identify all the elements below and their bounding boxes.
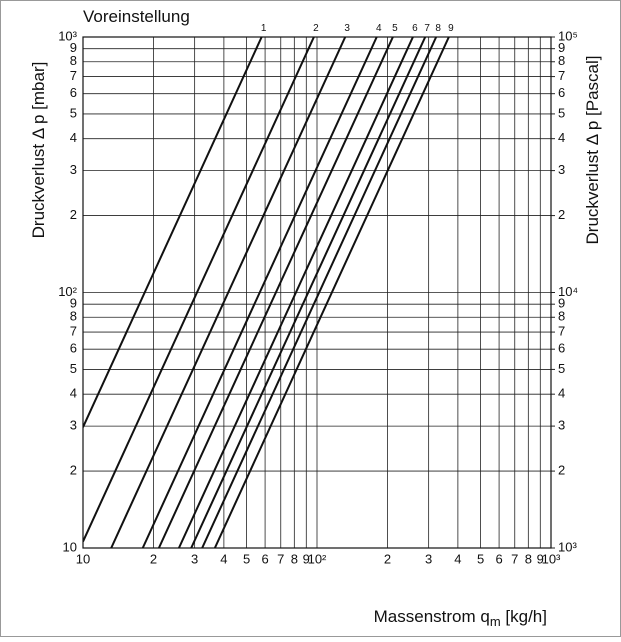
series-line bbox=[178, 37, 414, 548]
y-tick-label: 3 bbox=[70, 162, 77, 177]
y-tick-label: 4 bbox=[70, 386, 77, 401]
series-label: 3 bbox=[344, 23, 350, 34]
y-tick-label: 8 bbox=[70, 53, 77, 68]
x-tick-label: 6 bbox=[261, 551, 268, 566]
y2-axis-label: Druckverlust Δ p [Pascal] bbox=[583, 56, 602, 245]
series-label: 5 bbox=[392, 23, 398, 34]
x-tick-label: 5 bbox=[477, 551, 484, 566]
y2-tick-label: 6 bbox=[558, 341, 565, 356]
y2-tick-label: 5 bbox=[558, 361, 565, 376]
series-label: 2 bbox=[313, 23, 319, 34]
y2-tick-label: 3 bbox=[558, 162, 565, 177]
y2-tick-label: 3 bbox=[558, 418, 565, 433]
series-line bbox=[201, 37, 438, 548]
x-tick-label: 10 bbox=[76, 551, 90, 566]
x-tick-label: 7 bbox=[277, 551, 284, 566]
y2-tick-label: 6 bbox=[558, 85, 565, 100]
y2-tick-label: 10⁴ bbox=[558, 284, 578, 299]
y2-tick-label: 7 bbox=[558, 68, 565, 83]
y2-tick-label: 4 bbox=[558, 386, 565, 401]
series-line bbox=[213, 37, 450, 548]
y-tick-label: 5 bbox=[70, 105, 77, 120]
y-tick-label: 7 bbox=[70, 324, 77, 339]
series-label: 8 bbox=[435, 23, 441, 34]
series-label: 9 bbox=[448, 23, 454, 34]
y2-tick-label: 7 bbox=[558, 324, 565, 339]
x-tick-label: 10³ bbox=[542, 551, 561, 566]
x-tick-label: 4 bbox=[220, 551, 227, 566]
series-line bbox=[190, 37, 427, 548]
y-tick-label: 8 bbox=[70, 309, 77, 324]
x-tick-label: 8 bbox=[525, 551, 532, 566]
y2-tick-label: 9 bbox=[558, 40, 565, 55]
series-line bbox=[83, 37, 315, 542]
y-tick-label: 7 bbox=[70, 68, 77, 83]
x-tick-label: 10² bbox=[308, 551, 327, 566]
x-axis-label: Massenstrom qm [kg/h] bbox=[374, 607, 547, 629]
x-tick-label: 7 bbox=[511, 551, 518, 566]
x-tick-label: 4 bbox=[454, 551, 461, 566]
series-line bbox=[157, 37, 394, 548]
x-tick-label: 5 bbox=[243, 551, 250, 566]
series-line bbox=[83, 37, 263, 428]
x-label-suffix: [kg/h] bbox=[501, 607, 547, 626]
x-tick-label: 2 bbox=[150, 551, 157, 566]
y-tick-label: 5 bbox=[70, 361, 77, 376]
x-tick-label: 2 bbox=[384, 551, 391, 566]
y2-tick-label: 8 bbox=[558, 53, 565, 68]
y2-tick-label: 5 bbox=[558, 105, 565, 120]
x-label-text: Massenstrom q bbox=[374, 607, 490, 626]
plot-border bbox=[82, 36, 552, 549]
y2-tick-label: 4 bbox=[558, 130, 565, 145]
x-tick-label: 3 bbox=[191, 551, 198, 566]
chart-title: Voreinstellung bbox=[83, 7, 190, 26]
x-tick-label: 9 bbox=[303, 551, 310, 566]
series-label: 7 bbox=[424, 23, 430, 34]
y-tick-label: 3 bbox=[70, 418, 77, 433]
series-label: 4 bbox=[376, 23, 382, 34]
y-tick-label: 2 bbox=[70, 207, 77, 222]
x-label-subscript: m bbox=[490, 614, 501, 629]
y2-tick-label: 10⁵ bbox=[558, 28, 578, 43]
series-line bbox=[110, 37, 347, 548]
x-tick-label: 3 bbox=[425, 551, 432, 566]
series-label: 6 bbox=[412, 23, 418, 34]
y-tick-label: 10³ bbox=[58, 28, 77, 43]
series-line bbox=[141, 37, 378, 548]
y2-tick-label: 2 bbox=[558, 463, 565, 478]
y2-tick-label: 8 bbox=[558, 309, 565, 324]
y2-tick-label: 9 bbox=[558, 296, 565, 311]
x-tick-label: 9 bbox=[537, 551, 544, 566]
y-tick-label: 9 bbox=[70, 40, 77, 55]
y-tick-label: 9 bbox=[70, 296, 77, 311]
y2-tick-label: 2 bbox=[558, 207, 565, 222]
y-tick-label: 2 bbox=[70, 463, 77, 478]
y-tick-label: 6 bbox=[70, 341, 77, 356]
y-axis-label: Druckverlust Δ p [mbar] bbox=[29, 62, 48, 239]
series-label: 1 bbox=[261, 23, 267, 34]
x-tick-label: 8 bbox=[291, 551, 298, 566]
y-tick-label: 4 bbox=[70, 130, 77, 145]
y-tick-label: 6 bbox=[70, 85, 77, 100]
y-tick-label: 10² bbox=[58, 284, 77, 299]
y2-tick-label: 10³ bbox=[558, 539, 577, 554]
x-tick-label: 6 bbox=[495, 551, 502, 566]
y-tick-label: 10 bbox=[63, 539, 77, 554]
